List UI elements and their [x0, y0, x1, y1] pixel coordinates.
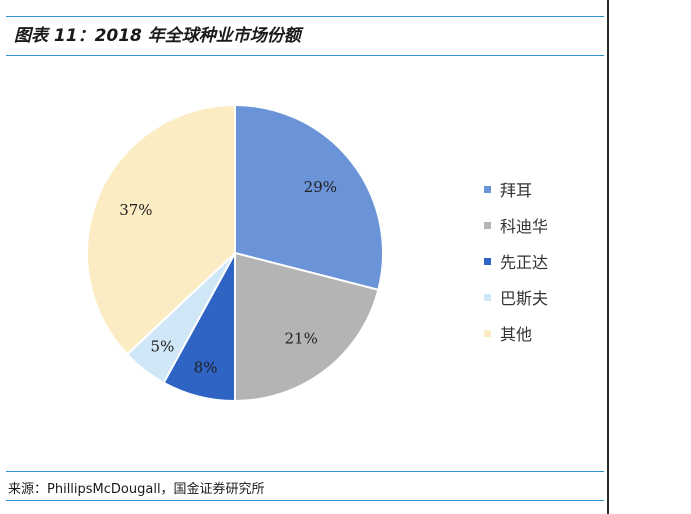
legend-label: 巴斯夫 [500, 289, 548, 308]
legend-label: 先正达 [500, 253, 548, 272]
slice-value-label: 21% [285, 329, 318, 347]
slice-value-label: 29% [304, 178, 337, 196]
pie-slice-1 [234, 251, 380, 403]
figure-title: 图表 11：2018 年全球种业市场份额 [14, 26, 301, 46]
pie-slice-4 [86, 103, 236, 356]
legend-swatch [484, 222, 491, 229]
legend-swatch [484, 294, 491, 301]
right-border-rule [607, 0, 609, 514]
figure-title-bar: 图表 11：2018 年全球种业市场份额 [6, 16, 604, 56]
legend-swatch [484, 186, 491, 193]
pie-slice-0 [234, 103, 384, 292]
legend-swatch [484, 330, 491, 337]
source-note: 来源：PhillipsMcDougall，国金证券研究所 [8, 482, 265, 497]
slice-value-label: 8% [194, 359, 218, 377]
pie-chart-area: 29% 21% 8% 5% 37% 拜耳科迪华先正达巴斯夫其他 [6, 57, 604, 469]
legend-label: 其他 [500, 325, 532, 344]
legend-label: 科迪华 [500, 217, 548, 236]
legend-swatch [484, 258, 491, 265]
source-bar: 来源：PhillipsMcDougall，国金证券研究所 [6, 471, 604, 501]
slice-value-label: 37% [119, 201, 152, 219]
legend-label: 拜耳 [500, 181, 532, 200]
slice-value-label: 5% [151, 338, 175, 356]
